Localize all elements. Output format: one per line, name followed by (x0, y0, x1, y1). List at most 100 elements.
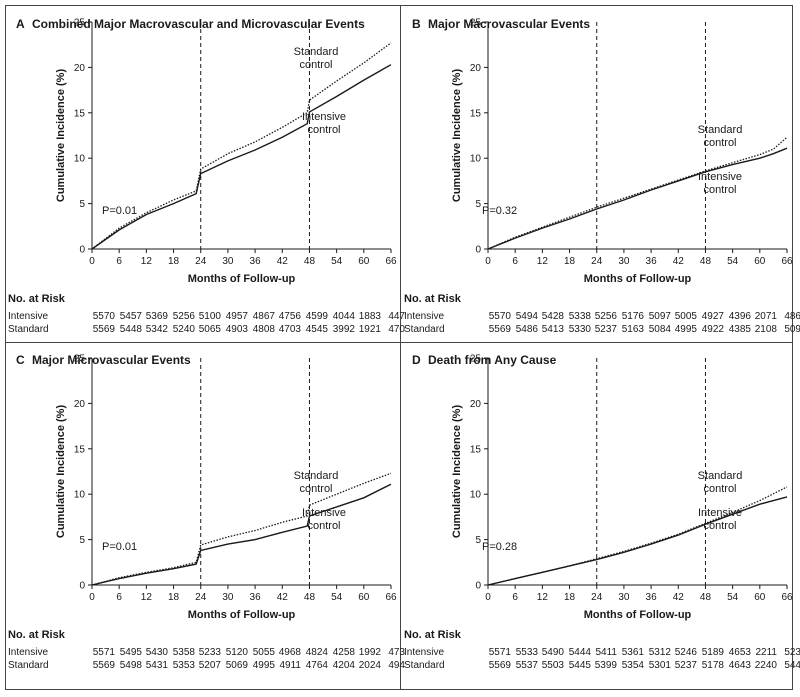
y-tick-label: 25 (470, 18, 482, 29)
standard-label-line1: Standard (294, 46, 339, 58)
risk-intensive-value: 4258 (333, 647, 356, 658)
panel-title: Major Microvascular Events (32, 353, 191, 367)
y-axis-label: Cumulative Incidence (%) (55, 69, 67, 203)
p-value: P=0.01 (102, 541, 137, 553)
x-tick-label: 66 (385, 256, 397, 267)
risk-intensive-value: 447 (388, 311, 405, 322)
risk-intensive-value: 4044 (333, 311, 356, 322)
km-chart-b: B Major Macrovascular Events 0 5 10 15 20 25 0 6 1… (404, 17, 800, 335)
risk-intensive-value: 5571 (489, 647, 512, 658)
x-tick-label: 36 (250, 592, 262, 603)
risk-intensive-value: 2211 (755, 647, 777, 658)
risk-intensive-value: 5120 (226, 647, 249, 658)
y-tick-label: 0 (475, 245, 481, 256)
x-tick-label: 54 (331, 592, 343, 603)
risk-intensive-value: 1883 (359, 311, 382, 322)
risk-standard-value: 494 (388, 660, 405, 671)
intensive-label-line1: Intensive (698, 507, 742, 519)
y-tick-label: 20 (74, 63, 86, 74)
risk-intensive-value: 4756 (279, 311, 302, 322)
risk-intensive-value: 5256 (173, 311, 196, 322)
risk-standard-value: 5084 (649, 324, 672, 335)
risk-intensive-value: 5411 (595, 647, 617, 658)
y-tick-label: 10 (74, 490, 86, 501)
risk-standard-value: 544 (784, 660, 800, 671)
x-tick-label: 36 (250, 256, 262, 267)
risk-intensive-value: 473 (388, 647, 405, 658)
risk-standard-value: 4385 (729, 324, 752, 335)
risk-row-label-standard: Standard (404, 660, 445, 671)
risk-intensive-value: 5533 (516, 647, 539, 658)
x-tick-label: 0 (485, 592, 491, 603)
panel-title: Death from Any Cause (428, 353, 557, 367)
x-tick-label: 66 (781, 256, 793, 267)
y-tick-label: 0 (475, 581, 481, 592)
risk-intensive-value: 5570 (489, 311, 512, 322)
risk-table-heading: No. at Risk (8, 293, 66, 305)
x-tick-label: 18 (168, 592, 180, 603)
risk-standard-value: 3992 (333, 324, 356, 335)
x-tick-label: 24 (591, 592, 603, 603)
y-tick-label: 15 (470, 108, 482, 119)
risk-standard-value: 4764 (306, 660, 329, 671)
risk-standard-value: 4995 (675, 324, 698, 335)
standard-label-line2: control (703, 483, 736, 495)
y-tick-label: 5 (79, 535, 85, 546)
risk-row-label-intensive: Intensive (8, 311, 48, 322)
intensive-control-line (91, 64, 392, 250)
x-tick-label: 48 (304, 256, 316, 267)
y-tick-label: 20 (470, 399, 482, 410)
intensive-control-line (91, 483, 392, 586)
y-tick-label: 15 (74, 108, 86, 119)
risk-intensive-value: 4653 (729, 647, 752, 658)
panel-letter: C (16, 353, 25, 367)
risk-standard-value: 4995 (253, 660, 276, 671)
risk-standard-value: 5537 (516, 660, 539, 671)
risk-table-heading: No. at Risk (404, 293, 462, 305)
risk-standard-value: 5353 (173, 660, 196, 671)
risk-standard-value: 5240 (173, 324, 196, 335)
risk-standard-value: 5163 (622, 324, 645, 335)
y-tick-label: 15 (470, 444, 482, 455)
panel-letter: B (412, 17, 421, 31)
panel-a: A Combined Major Macrovascular and Microv… (6, 8, 405, 343)
x-tick-label: 30 (222, 256, 234, 267)
risk-standard-value: 5569 (489, 324, 512, 335)
p-value: P=0.01 (102, 205, 137, 217)
risk-intensive-value: 2071 (755, 311, 778, 322)
y-axis-label: Cumulative Incidence (%) (451, 405, 463, 539)
risk-table-heading: No. at Risk (8, 629, 66, 641)
x-tick-label: 18 (168, 256, 180, 267)
risk-standard-value: 5330 (569, 324, 592, 335)
risk-row-label-intensive: Intensive (404, 647, 444, 658)
risk-intensive-value: 4968 (279, 647, 302, 658)
x-axis-label: Months of Follow-up (584, 273, 692, 285)
x-tick-label: 12 (537, 256, 549, 267)
risk-standard-value: 5399 (595, 660, 618, 671)
risk-intensive-value: 5494 (516, 311, 539, 322)
risk-standard-value: 4808 (253, 324, 276, 335)
y-tick-label: 20 (470, 63, 482, 74)
risk-row-label-standard: Standard (404, 324, 445, 335)
y-tick-label: 15 (74, 444, 86, 455)
risk-standard-value: 5069 (226, 660, 249, 671)
intensive-label-line2: control (307, 520, 340, 532)
risk-row-label-intensive: Intensive (8, 647, 48, 658)
risk-row-label-standard: Standard (8, 660, 49, 671)
y-tick-label: 0 (79, 245, 85, 256)
x-tick-label: 0 (89, 256, 95, 267)
x-tick-label: 42 (673, 592, 685, 603)
x-tick-label: 36 (646, 592, 658, 603)
x-tick-label: 66 (781, 592, 793, 603)
standard-label-line2: control (299, 483, 332, 495)
risk-row-label-standard: Standard (8, 324, 49, 335)
km-chart-d: D Death from Any Cause 0 5 10 15 20 25 0 6 12 18 24 3… (404, 353, 800, 671)
panel-d: D Death from Any Cause 0 5 10 15 20 25 0 6 12 18 24 3… (402, 344, 800, 679)
risk-intensive-value: 5495 (120, 647, 143, 658)
x-tick-label: 24 (195, 592, 207, 603)
x-tick-label: 6 (116, 592, 122, 603)
panel-letter: D (412, 353, 421, 367)
km-chart-a: A Combined Major Macrovascular and Microv… (8, 17, 405, 335)
risk-standard-value: 4204 (333, 660, 356, 671)
risk-intensive-value: 5369 (146, 311, 169, 322)
